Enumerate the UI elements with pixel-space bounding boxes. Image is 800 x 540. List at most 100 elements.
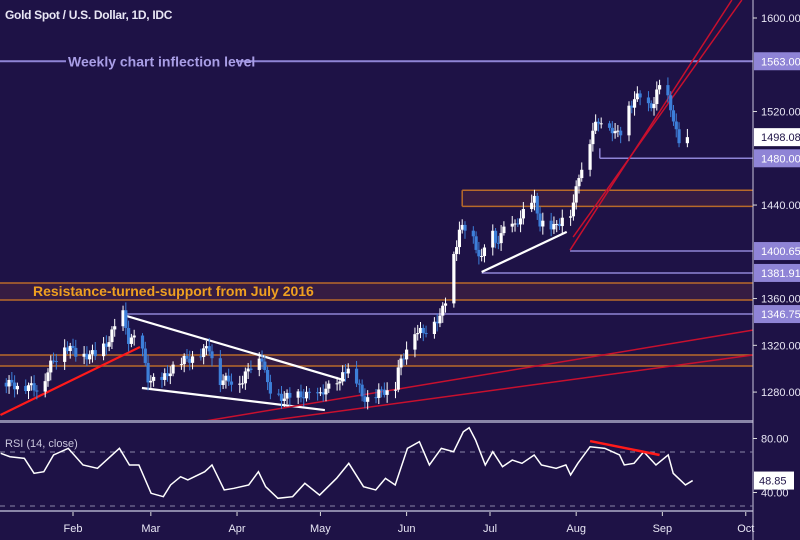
candle [630,105,634,108]
candle [4,382,8,387]
candle [104,343,108,347]
candle [457,229,462,248]
candle [538,213,542,227]
candle [124,310,128,329]
candle [646,97,651,104]
price-tick-label: 1320.00 [761,340,800,352]
candle [218,358,222,386]
candle [491,230,495,248]
candle [432,321,436,335]
candle [393,389,398,391]
candle [238,383,242,385]
candle [569,216,573,218]
candle [521,209,525,219]
candle [249,368,253,370]
candle [655,89,659,105]
candle [471,230,475,237]
candle [143,348,147,363]
candle [482,247,487,257]
candle [307,391,311,393]
candle [493,230,498,243]
candle [15,385,19,390]
candle [266,370,270,383]
candle [121,310,125,327]
candle [424,332,428,335]
candle [632,99,637,108]
candle [510,223,514,227]
candle [435,321,439,324]
candle [171,364,175,374]
candle [652,104,656,109]
candle [599,123,603,125]
candle [552,224,556,230]
candle [596,121,601,124]
candle [129,337,133,344]
candle [443,303,448,306]
candle [502,226,506,234]
candle [74,347,78,357]
candle [405,349,409,360]
candle [199,356,203,358]
candle [43,381,47,392]
candle [243,371,247,384]
month-label: Mar [141,523,160,535]
candle [140,335,145,349]
candle [610,127,614,134]
price-level-label: 1381.91 [761,268,800,280]
trendline [122,313,346,382]
candle [374,397,378,399]
candle [110,329,114,343]
candle [685,137,689,144]
candle [649,103,653,109]
candle [304,391,309,399]
candle [46,372,50,382]
candle [541,220,545,227]
candle [296,391,300,398]
month-label: Feb [64,523,83,535]
candle [607,123,612,128]
candle [282,398,286,401]
candle [65,347,70,352]
candle [160,376,164,380]
candle [221,380,225,386]
candle [402,358,406,360]
candle [188,358,192,363]
candle [421,327,425,333]
candle [455,247,459,254]
price-tick-label: 1520.00 [761,107,800,119]
candle [535,195,539,214]
month-label: Aug [566,523,586,535]
trendline [481,230,568,274]
price-level-badge [754,242,800,261]
candle [85,353,89,360]
candle [452,253,456,304]
level-label: Weekly chart inflection level [68,53,255,69]
candle [165,373,170,377]
candle [149,380,153,383]
candle [152,376,156,381]
month-label: May [310,523,331,535]
candle [257,358,261,370]
candle [674,121,678,130]
chart-title: Gold Spot / U.S. Dollar, 1D, IDC [5,8,173,22]
candle [229,381,234,385]
candle [580,169,584,179]
candle [7,379,11,387]
candle [460,224,464,230]
candle [354,368,359,384]
candle [299,391,303,398]
trendline [569,0,733,251]
candle [343,372,348,374]
candle [413,334,417,350]
candle [357,383,361,385]
candle [132,335,136,338]
candle [463,224,467,231]
last-price-label: 1498.08 [761,132,800,144]
price-level-badge [754,263,800,282]
candle [416,333,420,335]
candle [669,95,673,111]
month-label: Apr [228,523,245,535]
candle [399,358,403,368]
candle [327,383,331,389]
